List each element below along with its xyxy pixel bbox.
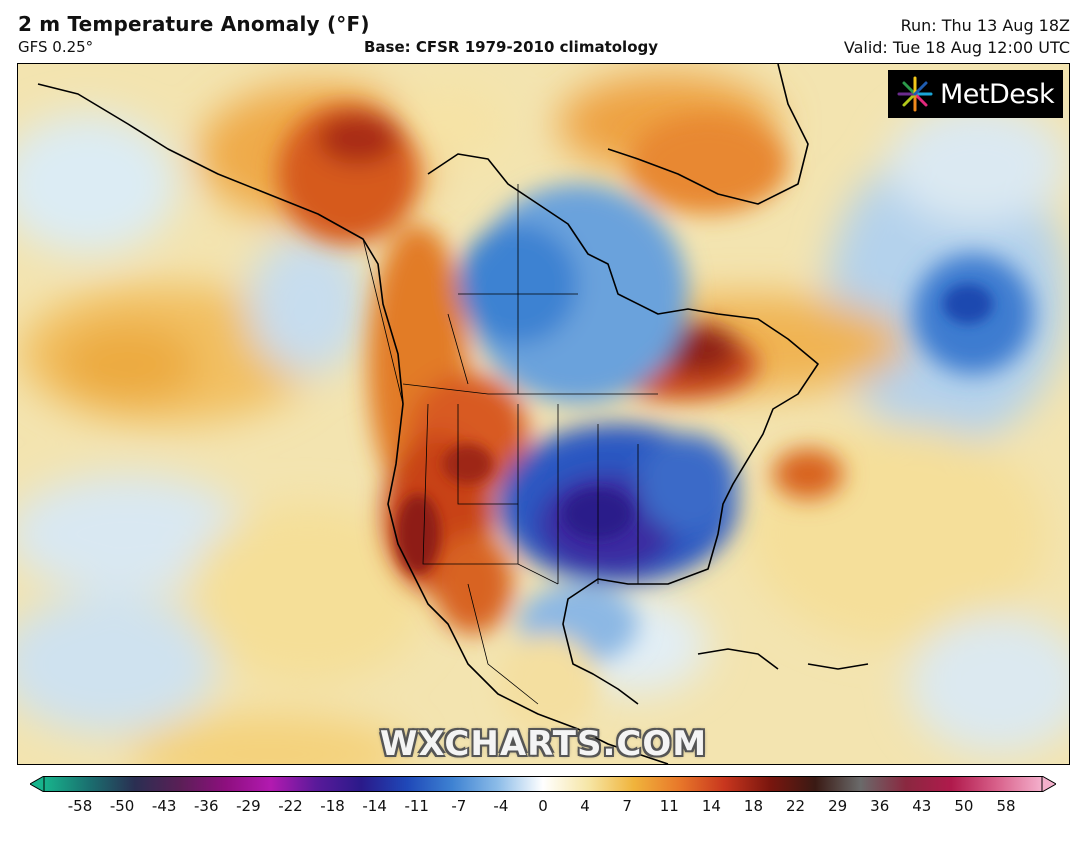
colorbar-tick-label: 43 [912, 797, 932, 815]
metdesk-burst-icon [897, 76, 933, 112]
colorbar-tick-label: 50 [954, 797, 974, 815]
anomaly-field [18, 64, 1069, 764]
model-label: GFS 0.25° [18, 38, 94, 56]
colorbar-tick-label: -43 [151, 797, 177, 815]
colorbar-tick-label: -18 [320, 797, 345, 815]
colorbar-tick-label: -11 [404, 797, 429, 815]
colorbar-tick-label: -22 [278, 797, 303, 815]
colorbar-tick-label: 58 [996, 797, 1016, 815]
colorbar-tick-label: 18 [743, 797, 763, 815]
run-time-label: Run: Thu 13 Aug 18Z [900, 16, 1070, 35]
colorbar-frame [43, 776, 1043, 792]
colorbar-tick-label: -14 [362, 797, 387, 815]
colorbar-max-arrow [1041, 776, 1056, 792]
colorbar [30, 776, 1056, 792]
wxcharts-watermark: WXCHARTS.COM [379, 724, 708, 764]
colorbar-min-arrow [30, 776, 45, 792]
anomaly-map: MetDesk WXCHARTS.COM [17, 63, 1070, 765]
colorbar-tick-label: 22 [785, 797, 806, 815]
colorbar-tick-label: -50 [109, 797, 135, 815]
metdesk-logo: MetDesk [888, 70, 1063, 118]
climatology-base-label: Base: CFSR 1979-2010 climatology [364, 38, 659, 56]
colorbar-tick-label: 36 [870, 797, 890, 815]
political-borders [362, 184, 658, 705]
colorbar-tick-label: 11 [659, 797, 679, 815]
anomaly-broad-shading [18, 74, 1069, 764]
coastlines [37, 64, 869, 764]
colorbar-gradient [44, 776, 1042, 792]
map-title: 2 m Temperature Anomaly (°F) [18, 12, 370, 36]
colorbar-tick-label: 29 [828, 797, 848, 815]
colorbar-segments [44, 776, 1042, 792]
logo-text: MetDesk [940, 78, 1055, 110]
colorbar-tick-label: -4 [493, 797, 509, 815]
colorbar-tick-label: 14 [701, 797, 721, 815]
colorbar-tick-label: -7 [451, 797, 467, 815]
colorbar-tick-label: -29 [236, 797, 261, 815]
colorbar-tick-label: 0 [538, 797, 548, 815]
valid-time-label: Valid: Tue 18 Aug 12:00 UTC [843, 38, 1070, 57]
colorbar-tick-label: -58 [67, 797, 93, 815]
colorbar-tick-label: 4 [580, 797, 590, 815]
colorbar-tick-label: -36 [194, 797, 219, 815]
colorbar-tick-label: 7 [622, 797, 632, 815]
